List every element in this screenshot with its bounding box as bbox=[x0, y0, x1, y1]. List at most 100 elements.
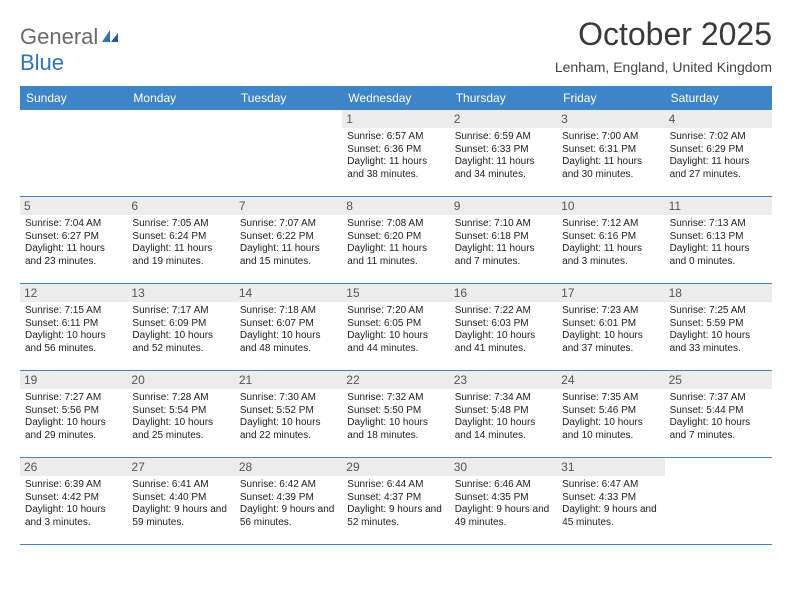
day-number: 3 bbox=[557, 110, 664, 128]
day-number: 12 bbox=[20, 284, 127, 302]
day-info: Sunrise: 7:13 AMSunset: 6:13 PMDaylight:… bbox=[670, 218, 767, 268]
day-info: Sunrise: 7:18 AMSunset: 6:07 PMDaylight:… bbox=[240, 305, 337, 355]
day-sr: Sunrise: 7:05 AM bbox=[132, 218, 229, 231]
page-header: GeneralBlue October 2025 Lenham, England… bbox=[20, 16, 772, 76]
day-ss: Sunset: 6:29 PM bbox=[670, 144, 767, 157]
day-number: 19 bbox=[20, 371, 127, 389]
day-number bbox=[665, 458, 772, 476]
calendar-day bbox=[20, 110, 127, 196]
day-number: 1 bbox=[342, 110, 449, 128]
calendar-day: 2Sunrise: 6:59 AMSunset: 6:33 PMDaylight… bbox=[450, 110, 557, 196]
weeks-container: 1 Sunrise: 6:57 AMSunset: 6:36 PMDaylight… bbox=[20, 110, 772, 545]
calendar-week: 12Sunrise: 7:15 AMSunset: 6:11 PMDayligh… bbox=[20, 284, 772, 371]
calendar-day bbox=[127, 110, 234, 196]
day-ss: Sunset: 4:37 PM bbox=[347, 492, 444, 505]
day-sr: Sunrise: 7:18 AM bbox=[240, 305, 337, 318]
day-number: 4 bbox=[665, 110, 772, 128]
day-dl: Daylight: 10 hours and 41 minutes. bbox=[455, 330, 552, 355]
weekday-header-row: SundayMondayTuesdayWednesdayThursdayFrid… bbox=[20, 86, 772, 110]
day-sr: Sunrise: 7:20 AM bbox=[347, 305, 444, 318]
weekday-header: Tuesday bbox=[235, 86, 342, 110]
day-dl: Daylight: 9 hours and 59 minutes. bbox=[132, 504, 229, 529]
day-dl: Daylight: 11 hours and 11 minutes. bbox=[347, 243, 444, 268]
day-dl: Daylight: 10 hours and 7 minutes. bbox=[670, 417, 767, 442]
logo-text2: Blue bbox=[20, 50, 64, 75]
calendar-day: 5Sunrise: 7:04 AMSunset: 6:27 PMDaylight… bbox=[20, 197, 127, 283]
weekday-header: Thursday bbox=[450, 86, 557, 110]
day-dl: Daylight: 10 hours and 56 minutes. bbox=[25, 330, 122, 355]
day-dl: Daylight: 10 hours and 18 minutes. bbox=[347, 417, 444, 442]
day-ss: Sunset: 6:07 PM bbox=[240, 318, 337, 331]
day-sr: Sunrise: 7:27 AM bbox=[25, 392, 122, 405]
day-info: Sunrise: 6:39 AMSunset: 4:42 PMDaylight:… bbox=[25, 479, 122, 529]
calendar-day: 30Sunrise: 6:46 AMSunset: 4:35 PMDayligh… bbox=[450, 458, 557, 544]
day-sr: Sunrise: 7:17 AM bbox=[132, 305, 229, 318]
day-info: Sunrise: 6:57 AMSunset: 6:36 PMDaylight:… bbox=[347, 131, 444, 181]
page-title: October 2025 bbox=[555, 16, 772, 53]
day-info: Sunrise: 7:00 AMSunset: 6:31 PMDaylight:… bbox=[562, 131, 659, 181]
day-ss: Sunset: 6:27 PM bbox=[25, 231, 122, 244]
day-info: Sunrise: 7:34 AMSunset: 5:48 PMDaylight:… bbox=[455, 392, 552, 442]
day-ss: Sunset: 5:44 PM bbox=[670, 405, 767, 418]
day-info: Sunrise: 6:47 AMSunset: 4:33 PMDaylight:… bbox=[562, 479, 659, 529]
day-dl: Daylight: 11 hours and 7 minutes. bbox=[455, 243, 552, 268]
day-ss: Sunset: 4:42 PM bbox=[25, 492, 122, 505]
calendar-day: 19Sunrise: 7:27 AMSunset: 5:56 PMDayligh… bbox=[20, 371, 127, 457]
day-ss: Sunset: 6:33 PM bbox=[455, 144, 552, 157]
day-ss: Sunset: 4:33 PM bbox=[562, 492, 659, 505]
day-number: 23 bbox=[450, 371, 557, 389]
day-ss: Sunset: 4:40 PM bbox=[132, 492, 229, 505]
calendar-day: 10 Sunrise: 7:12 AMSunset: 6:16 PMDayligh… bbox=[557, 197, 664, 283]
day-number: 18 bbox=[665, 284, 772, 302]
day-info: Sunrise: 7:35 AMSunset: 5:46 PMDaylight:… bbox=[562, 392, 659, 442]
day-info: Sunrise: 7:12 AMSunset: 6:16 PMDaylight:… bbox=[562, 218, 659, 268]
calendar: SundayMondayTuesdayWednesdayThursdayFrid… bbox=[20, 86, 772, 545]
logo: GeneralBlue bbox=[20, 24, 120, 76]
day-info: Sunrise: 7:05 AMSunset: 6:24 PMDaylight:… bbox=[132, 218, 229, 268]
day-info: Sunrise: 7:37 AMSunset: 5:44 PMDaylight:… bbox=[670, 392, 767, 442]
day-sr: Sunrise: 7:13 AM bbox=[670, 218, 767, 231]
day-info: Sunrise: 7:02 AMSunset: 6:29 PMDaylight:… bbox=[670, 131, 767, 181]
calendar-day: 21 Sunrise: 7:30 AMSunset: 5:52 PMDayligh… bbox=[235, 371, 342, 457]
day-dl: Daylight: 11 hours and 34 minutes. bbox=[455, 156, 552, 181]
day-dl: Daylight: 11 hours and 38 minutes. bbox=[347, 156, 444, 181]
weekday-header: Sunday bbox=[20, 86, 127, 110]
day-ss: Sunset: 6:31 PM bbox=[562, 144, 659, 157]
logo-text1: General bbox=[20, 24, 98, 49]
day-dl: Daylight: 10 hours and 52 minutes. bbox=[132, 330, 229, 355]
day-ss: Sunset: 6:01 PM bbox=[562, 318, 659, 331]
day-number: 6 bbox=[127, 197, 234, 215]
calendar-day: 27Sunrise: 6:41 AMSunset: 4:40 PMDayligh… bbox=[127, 458, 234, 544]
day-info: Sunrise: 7:04 AMSunset: 6:27 PMDaylight:… bbox=[25, 218, 122, 268]
day-dl: Daylight: 11 hours and 3 minutes. bbox=[562, 243, 659, 268]
day-sr: Sunrise: 7:34 AM bbox=[455, 392, 552, 405]
day-info: Sunrise: 7:23 AMSunset: 6:01 PMDaylight:… bbox=[562, 305, 659, 355]
day-sr: Sunrise: 7:35 AM bbox=[562, 392, 659, 405]
calendar-week: 19Sunrise: 7:27 AMSunset: 5:56 PMDayligh… bbox=[20, 371, 772, 458]
day-number: 10 bbox=[557, 197, 664, 215]
day-number: 14 bbox=[235, 284, 342, 302]
calendar-day: 3 Sunrise: 7:00 AMSunset: 6:31 PMDaylight… bbox=[557, 110, 664, 196]
day-info: Sunrise: 7:30 AMSunset: 5:52 PMDaylight:… bbox=[240, 392, 337, 442]
day-sr: Sunrise: 6:47 AM bbox=[562, 479, 659, 492]
day-sr: Sunrise: 7:23 AM bbox=[562, 305, 659, 318]
day-info: Sunrise: 7:32 AMSunset: 5:50 PMDaylight:… bbox=[347, 392, 444, 442]
day-info: Sunrise: 6:59 AMSunset: 6:33 PMDaylight:… bbox=[455, 131, 552, 181]
day-number: 24 bbox=[557, 371, 664, 389]
day-number bbox=[235, 110, 342, 128]
day-sr: Sunrise: 7:32 AM bbox=[347, 392, 444, 405]
day-info: Sunrise: 7:07 AMSunset: 6:22 PMDaylight:… bbox=[240, 218, 337, 268]
day-dl: Daylight: 11 hours and 27 minutes. bbox=[670, 156, 767, 181]
day-ss: Sunset: 6:05 PM bbox=[347, 318, 444, 331]
day-number: 13 bbox=[127, 284, 234, 302]
day-dl: Daylight: 10 hours and 14 minutes. bbox=[455, 417, 552, 442]
day-number: 30 bbox=[450, 458, 557, 476]
calendar-week: 1 Sunrise: 6:57 AMSunset: 6:36 PMDaylight… bbox=[20, 110, 772, 197]
calendar-day bbox=[235, 110, 342, 196]
day-ss: Sunset: 6:24 PM bbox=[132, 231, 229, 244]
day-ss: Sunset: 5:59 PM bbox=[670, 318, 767, 331]
calendar-week: 5Sunrise: 7:04 AMSunset: 6:27 PMDaylight… bbox=[20, 197, 772, 284]
calendar-day: 1 Sunrise: 6:57 AMSunset: 6:36 PMDaylight… bbox=[342, 110, 449, 196]
day-dl: Daylight: 10 hours and 10 minutes. bbox=[562, 417, 659, 442]
day-number: 21 bbox=[235, 371, 342, 389]
